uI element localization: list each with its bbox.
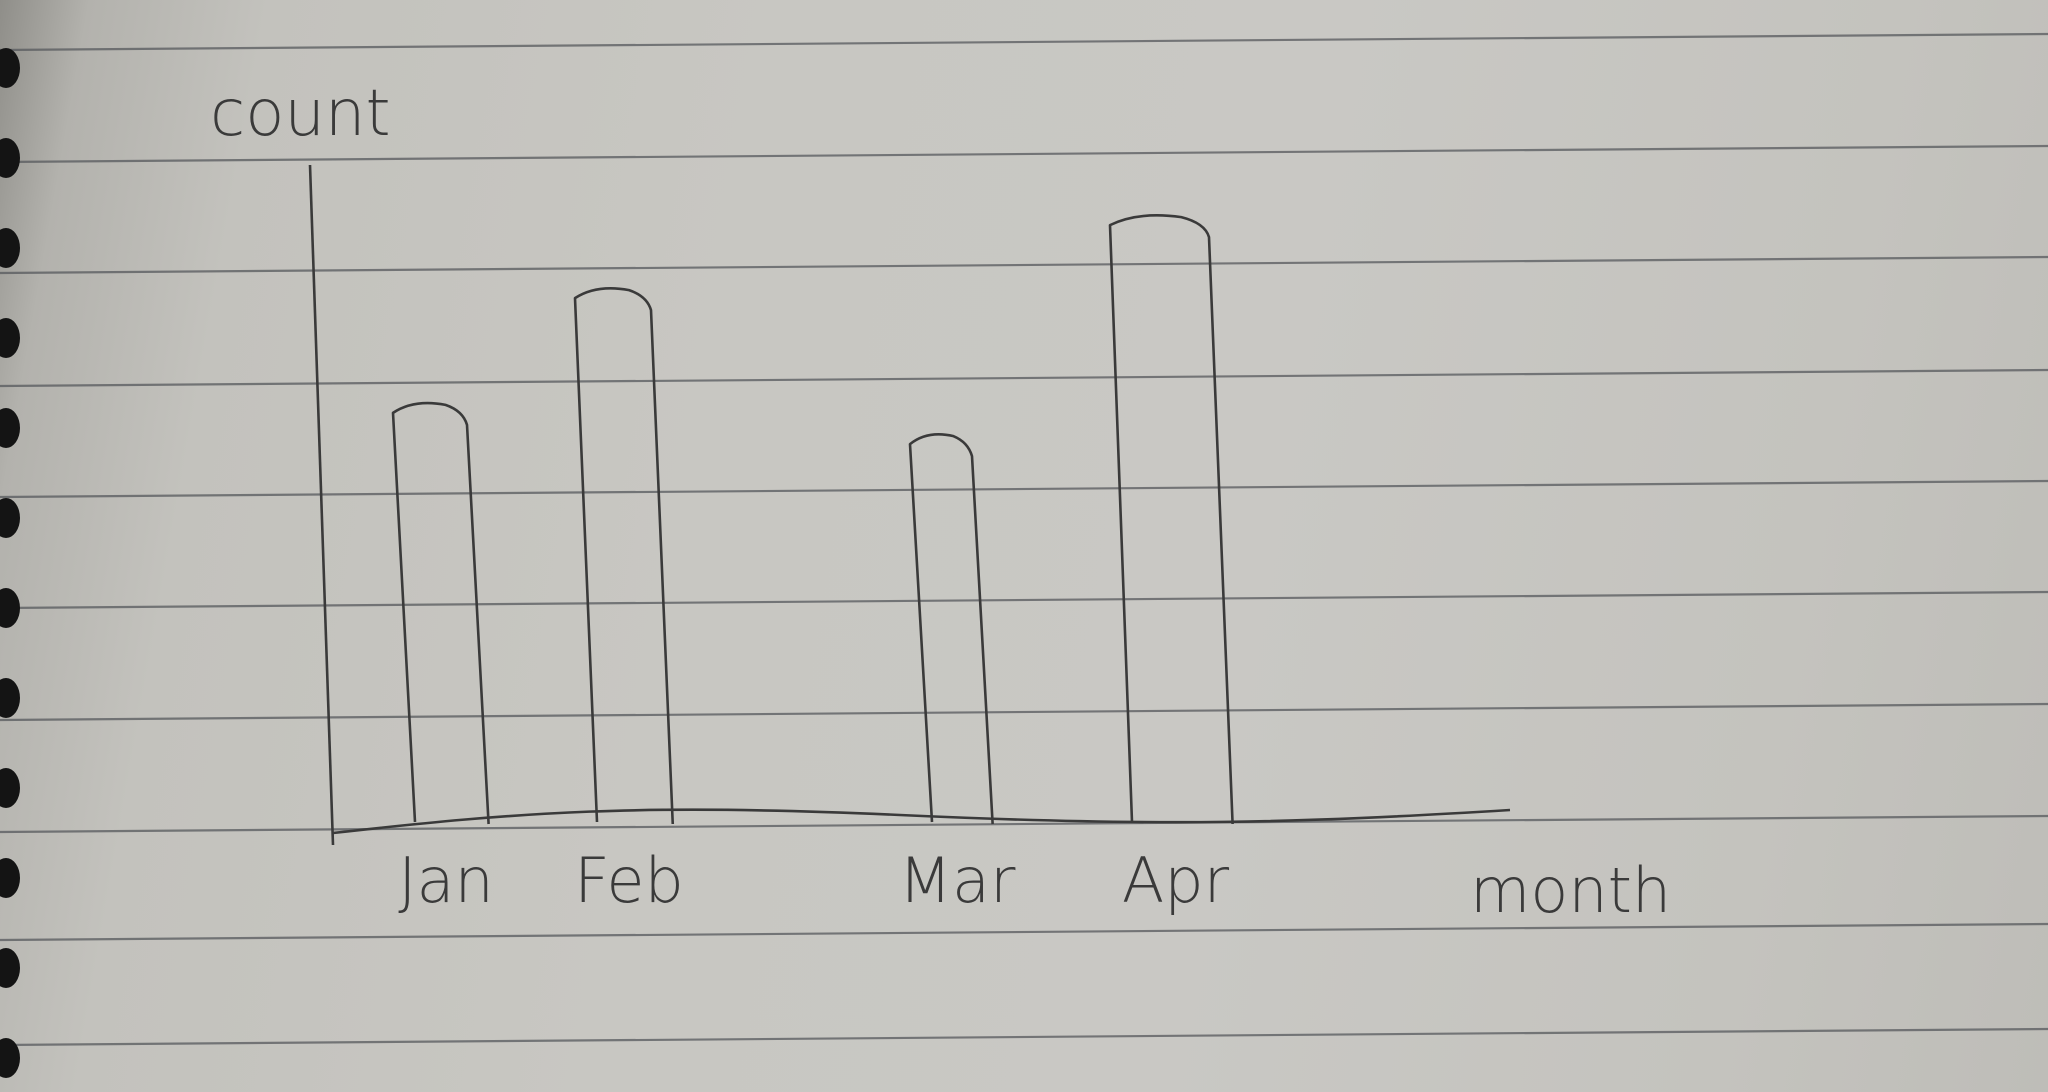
- rule-line: [0, 922, 2048, 942]
- rule-line: [0, 479, 2048, 499]
- rule-line: [0, 32, 2048, 52]
- binding-hole: [0, 48, 20, 88]
- binding-hole: [0, 408, 20, 448]
- rule-line: [0, 144, 2048, 164]
- binding-hole: [0, 498, 20, 538]
- x-axis-line: [332, 808, 1511, 835]
- rule-line: [0, 702, 2048, 722]
- x-tick-label-jan: Jan: [398, 844, 494, 917]
- rule-line: [0, 814, 2048, 834]
- binding-hole: [0, 318, 20, 358]
- binding-hole: [0, 588, 20, 628]
- x-tick-label-apr: Apr: [1122, 844, 1230, 917]
- x-tick-labels: Jan Feb Mar Apr: [398, 844, 1229, 917]
- rule-line: [0, 368, 2048, 388]
- y-axis-line: [308, 164, 335, 846]
- bar-mar: [908, 433, 994, 825]
- binding-hole: [0, 858, 20, 898]
- binding-hole: [0, 1038, 20, 1078]
- rule-line: [0, 255, 2048, 275]
- bar-feb: [573, 287, 675, 825]
- y-axis-label: count: [210, 77, 391, 151]
- bars-group: [391, 214, 1234, 825]
- binding-hole: [0, 228, 20, 268]
- bar-apr: [1108, 214, 1234, 825]
- binding-hole: [0, 948, 20, 988]
- x-tick-label-feb: Feb: [574, 844, 684, 917]
- rule-line: [0, 1027, 2048, 1047]
- rule-line: [0, 590, 2048, 610]
- x-tick-label-mar: Mar: [899, 844, 1016, 917]
- binding-hole: [0, 138, 20, 178]
- x-axis-label: month: [1470, 854, 1671, 927]
- binding-hole: [0, 678, 20, 718]
- binding-hole: [0, 768, 20, 808]
- bar-jan: [391, 401, 490, 825]
